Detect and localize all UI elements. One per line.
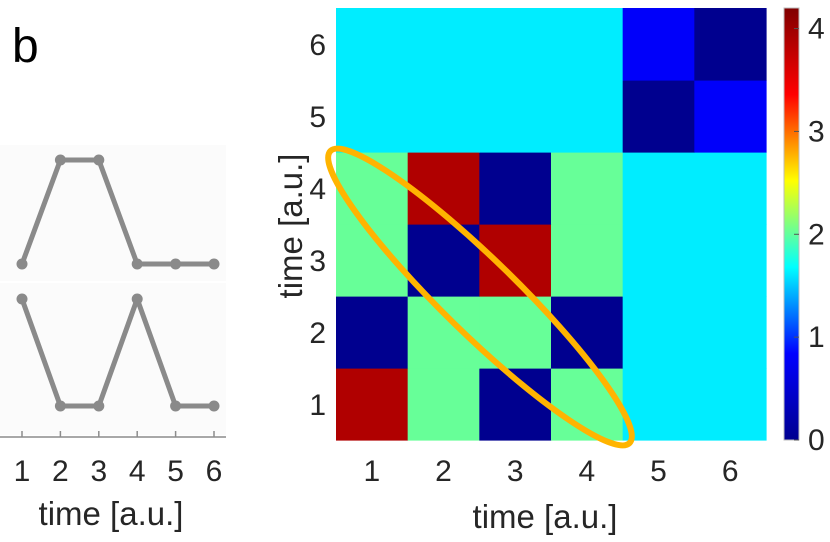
heatmap-cell-x4-y5 — [551, 80, 624, 153]
colorbar-tick-label: 4 — [808, 13, 825, 46]
heatmap-x-tick-label: 5 — [650, 455, 667, 488]
heatmap-cell-x4-y4 — [551, 152, 624, 225]
colorbar-tick-label: 1 — [808, 321, 825, 354]
colorbar-tick-label: 2 — [808, 218, 825, 251]
heatmap-y-tick-label: 3 — [309, 245, 326, 278]
diagonal-highlight-ellipse — [325, 145, 635, 449]
panel-label: b — [12, 20, 39, 73]
heatmap-x-label: time [a.u.] — [473, 498, 618, 535]
heatmap-cell-x3-y3 — [479, 224, 552, 297]
series-2-point-5 — [170, 400, 182, 412]
heatmap-cell-x6-y3 — [694, 224, 767, 297]
series-2-point-3 — [93, 400, 105, 412]
heatmap-y-tick-label: 5 — [309, 101, 326, 134]
heatmap-x-tick-label: 1 — [363, 455, 380, 488]
heatmap-cell-x4-y3 — [551, 224, 624, 297]
heatmap-cell-x6-y4 — [694, 152, 767, 225]
heatmap-cell-x5-y2 — [622, 296, 695, 369]
heatmap-cell-x5-y6 — [622, 8, 695, 81]
line-plot-x-tick-label: 5 — [167, 455, 184, 488]
series-line-1 — [19, 157, 214, 267]
heatmap-cell-x5-y5 — [622, 80, 695, 153]
heatmap-y-tick-label: 6 — [309, 29, 326, 62]
heatmap-cell-x2-y1 — [407, 368, 480, 441]
heatmap-x-tick-label: 6 — [722, 455, 739, 488]
heatmap-cell-x2-y6 — [407, 8, 480, 81]
heatmap-x-tick-label: 4 — [578, 455, 595, 488]
heatmap-cell-x1-y1 — [336, 368, 409, 441]
line-plot-x-label: time [a.u.] — [39, 495, 184, 532]
series-2-point-6 — [208, 400, 220, 412]
heatmap-cell-x6-y1 — [694, 368, 767, 441]
series-2-point-4 — [131, 293, 143, 305]
heatmap-cell-x6-y2 — [694, 296, 767, 369]
line-plot-x-tick-label: 1 — [14, 455, 31, 488]
heatmap-y-tick-label: 4 — [309, 173, 326, 206]
heatmap-cell-x3-y5 — [479, 80, 552, 153]
heatmap-cell-x6-y6 — [694, 8, 767, 81]
heatmap-cell-x5-y4 — [622, 152, 695, 225]
series-1-point-6 — [208, 258, 220, 270]
heatmap-x-tick-label: 2 — [435, 455, 452, 488]
line-plot-x-tick-label: 4 — [129, 455, 146, 488]
heatmap-cell-x5-y1 — [622, 368, 695, 441]
heatmap-cell-x1-y5 — [336, 80, 409, 153]
line-plot-x-tick-label: 6 — [206, 455, 223, 488]
heatmap-cell-x6-y5 — [694, 80, 767, 153]
heatmap-cell-x2-y5 — [407, 80, 480, 153]
series-1-point-5 — [170, 258, 182, 270]
heatmap-y-label: time [a.u.] — [272, 154, 309, 299]
heatmap-cell-x2-y2 — [407, 296, 480, 369]
heatmap-cell-x3-y6 — [479, 8, 552, 81]
series-2-point-1 — [16, 293, 28, 305]
line-plot-x-tick-label: 3 — [90, 455, 107, 488]
colorbar-gradient — [783, 7, 800, 441]
heatmap-cell-x1-y2 — [336, 296, 409, 369]
series-2-point-2 — [54, 400, 66, 412]
colorbar: 0 1 2 3 4 — [783, 7, 825, 457]
line-plot-background — [0, 145, 226, 435]
heatmap-cell-x1-y6 — [336, 8, 409, 81]
series-1-point-2 — [54, 154, 66, 166]
series-1-point-3 — [93, 154, 105, 166]
line-plot-x-tick-label: 2 — [52, 455, 69, 488]
colorbar-tick-label: 3 — [808, 115, 825, 148]
heatmap-y-tick-label: 2 — [309, 317, 326, 350]
heatmap-x-tick-label: 3 — [507, 455, 524, 488]
heatmap-cell-x5-y3 — [622, 224, 695, 297]
heatmap-y-tick-label: 1 — [309, 389, 326, 422]
series-1-point-4 — [131, 258, 143, 270]
colorbar-tick-label: 0 — [808, 424, 825, 457]
heatmap-cell-x3-y4 — [479, 152, 552, 225]
heatmap: 1 2 3 4 5 6 1 2 3 4 5 6 time [a.u.] time [a.u.] — [272, 8, 767, 535]
heatmap-cell-x4-y6 — [551, 8, 624, 81]
series-line-2 — [19, 296, 214, 409]
series-1-point-1 — [16, 258, 28, 270]
